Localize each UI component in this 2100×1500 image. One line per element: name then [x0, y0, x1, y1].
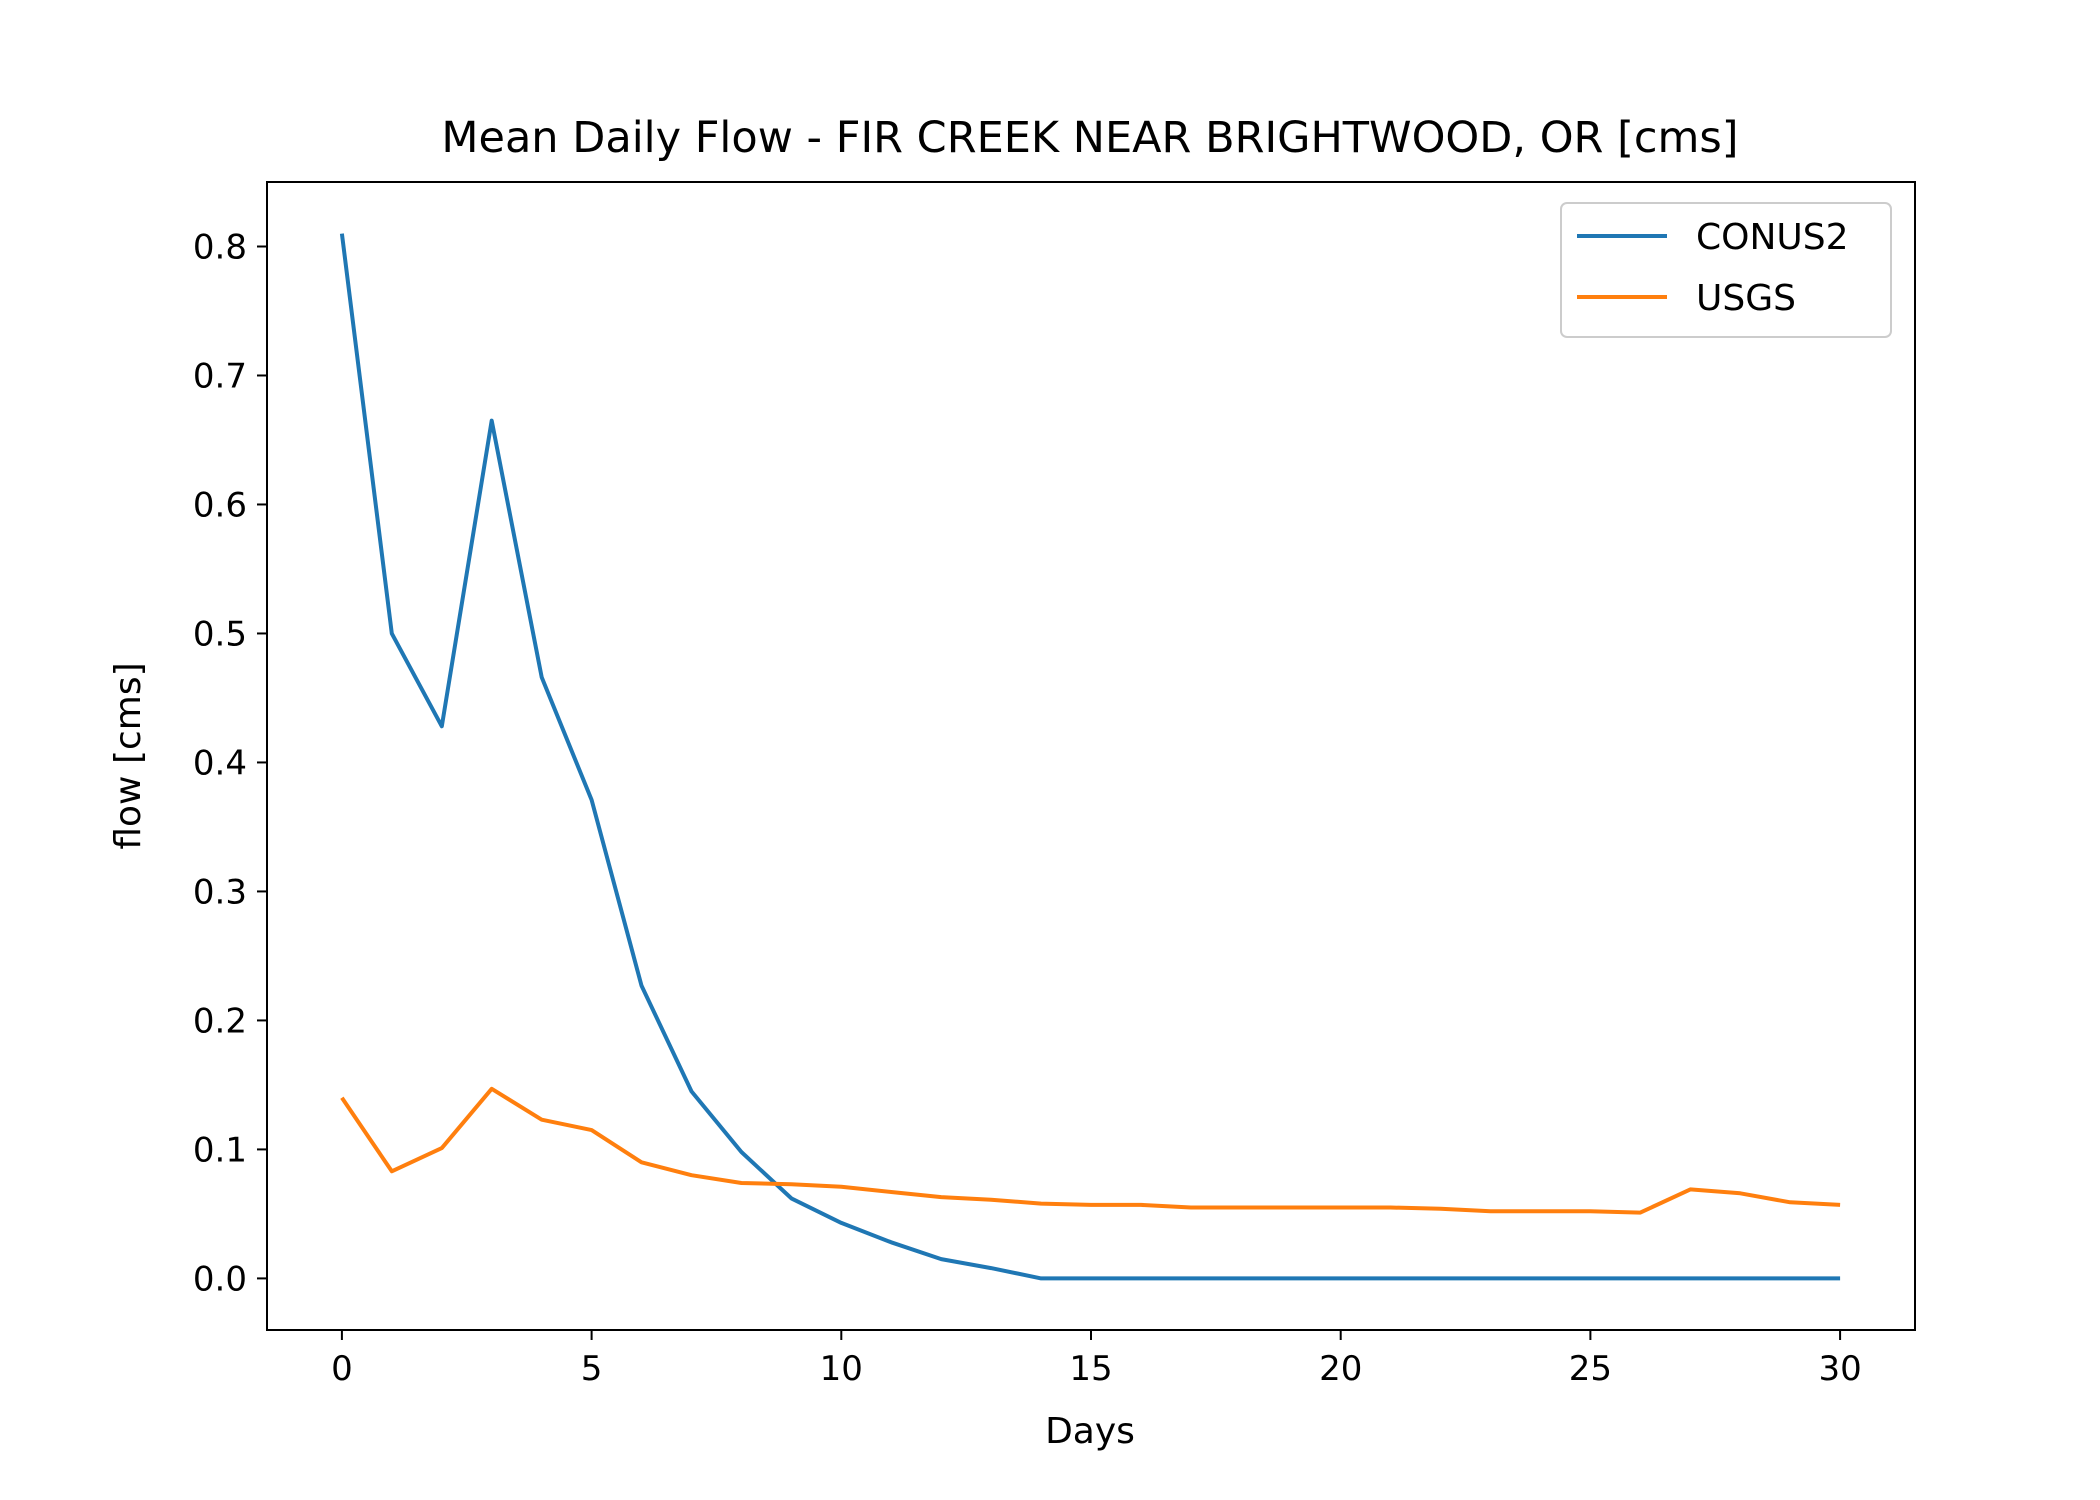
y-tick-label: 0.4 [193, 743, 247, 783]
legend-label: CONUS2 [1696, 217, 1849, 258]
x-axis-label: Days [1045, 1411, 1135, 1452]
x-tick-label: 30 [1818, 1349, 1861, 1389]
x-tick-label: 0 [331, 1349, 353, 1389]
y-tick-label: 0.1 [193, 1130, 247, 1170]
y-tick-label: 0.8 [193, 227, 247, 267]
chart-title: Mean Daily Flow - FIR CREEK NEAR BRIGHTW… [441, 113, 1738, 163]
x-tick-label: 20 [1319, 1349, 1362, 1389]
y-axis-label: flow [cms] [108, 662, 149, 849]
x-tick-label: 15 [1069, 1349, 1112, 1389]
series-layer [339, 233, 1841, 1281]
x-axis: 0 5 10 15 20 25 30 [331, 1330, 1862, 1389]
y-tick-label: 0.5 [193, 614, 247, 654]
x-tick-label: 5 [581, 1349, 603, 1389]
series-line-conus2 [339, 233, 1841, 1281]
x-tick-label: 10 [820, 1349, 863, 1389]
legend: CONUS2 USGS [1560, 202, 1892, 338]
y-axis: 0.0 0.1 0.2 0.3 0.4 0.5 0.6 0.7 0.8 [193, 227, 267, 1299]
y-tick-label: 0.6 [193, 485, 247, 525]
y-tick-label: 0.7 [193, 356, 247, 396]
y-tick-label: 0.2 [193, 1001, 247, 1041]
legend-label: USGS [1696, 278, 1796, 319]
x-tick-label: 25 [1569, 1349, 1612, 1389]
y-tick-label: 0.3 [193, 872, 247, 912]
series-line-usgs [340, 1086, 1841, 1215]
y-tick-label: 0.0 [193, 1259, 247, 1299]
